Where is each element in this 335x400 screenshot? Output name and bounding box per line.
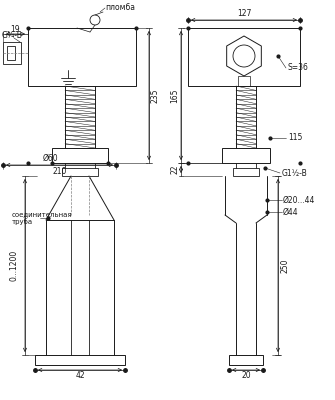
Bar xyxy=(7,46,15,60)
Bar xyxy=(28,28,136,86)
Bar xyxy=(229,355,263,365)
Text: 210: 210 xyxy=(52,168,67,176)
Bar xyxy=(52,148,108,163)
Bar xyxy=(35,355,125,365)
Text: 22: 22 xyxy=(171,165,180,174)
Bar xyxy=(188,28,300,86)
Bar xyxy=(3,42,21,64)
Text: соединительная
труба: соединительная труба xyxy=(12,211,73,225)
Text: 127: 127 xyxy=(237,10,251,18)
Text: 42: 42 xyxy=(75,370,85,380)
Text: G1½-B: G1½-B xyxy=(282,168,308,178)
Bar xyxy=(238,76,250,86)
Text: Ø20...44: Ø20...44 xyxy=(283,196,315,204)
Text: G¾-B: G¾-B xyxy=(2,32,23,40)
Text: 165: 165 xyxy=(171,88,180,103)
Text: S=36: S=36 xyxy=(288,64,309,72)
Text: Ø60: Ø60 xyxy=(42,154,58,162)
Text: пломба: пломба xyxy=(105,4,135,12)
Bar xyxy=(62,168,98,176)
Text: 19: 19 xyxy=(11,26,20,34)
Text: 115: 115 xyxy=(288,134,303,142)
Bar xyxy=(222,148,270,163)
Text: 235: 235 xyxy=(150,88,159,103)
Text: 250: 250 xyxy=(280,258,289,273)
Text: 20: 20 xyxy=(241,370,251,380)
Text: 0...1200: 0...1200 xyxy=(9,250,18,281)
Text: Ø44: Ø44 xyxy=(283,208,298,216)
Bar xyxy=(233,168,259,176)
